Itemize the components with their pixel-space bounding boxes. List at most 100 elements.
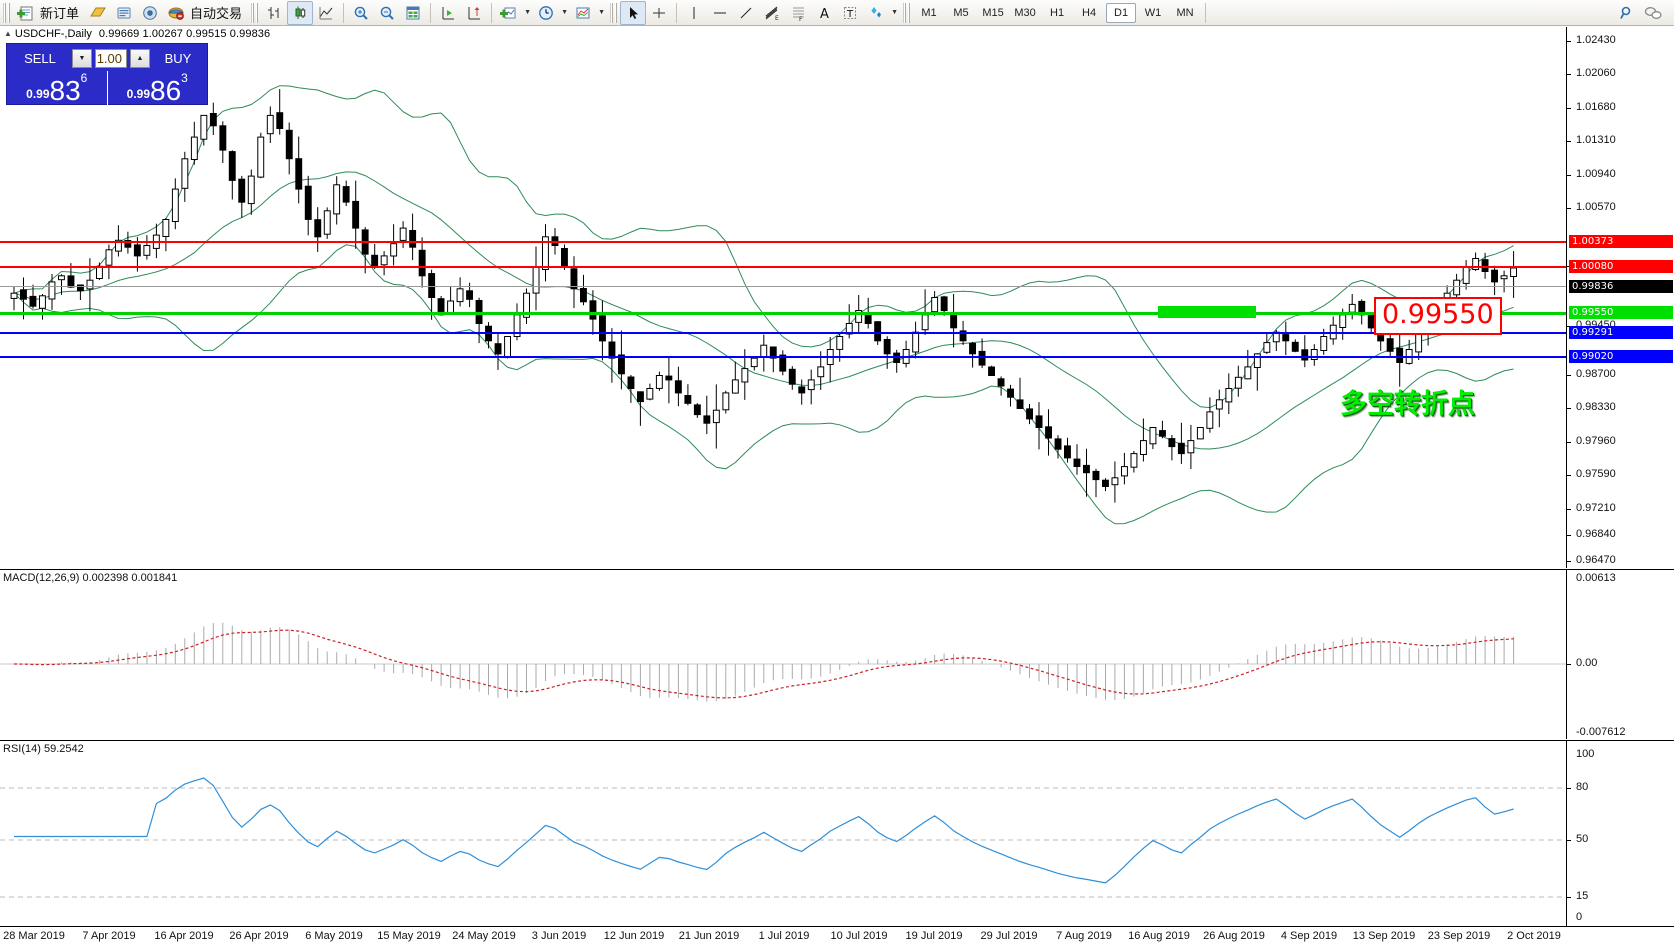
price-pane[interactable]: 0.99550 多空转折点 1.02430 1.02060 1.01680 1.…: [0, 27, 1674, 568]
rsi-pane[interactable]: RSI(14) 59.2542 100 80 50 15 0: [0, 740, 1674, 926]
date-tick: 21 Jun 2019: [678, 930, 740, 942]
toolbar-group-standard: 新订单: [0, 0, 248, 26]
autotrading-icon[interactable]: [163, 1, 189, 25]
macd-pane[interactable]: MACD(12,26,9) 0.002398 0.001841 0.00613 …: [0, 569, 1674, 739]
current-price-line: [0, 286, 1674, 287]
sell-price[interactable]: 0.99 83 6: [7, 71, 108, 105]
autotrading-label[interactable]: 自动交易: [190, 7, 243, 22]
date-tick: 7 Apr 2019: [82, 930, 136, 942]
price-axis[interactable]: 1.02430 1.02060 1.01680 1.01310 1.00940 …: [1566, 27, 1674, 568]
one-click-trading-panel[interactable]: SELL ▼ 1.00 ▲ BUY 0.99 83 6 0.99 86 3: [6, 43, 208, 105]
price-tag-0-99020[interactable]: 0.99020: [1569, 350, 1673, 363]
volume-dropdown-icon[interactable]: ▼: [72, 49, 92, 68]
buy-price-small: 0.99: [126, 87, 150, 101]
toolbar-grip-charts[interactable]: [251, 2, 259, 23]
fibonacci-icon[interactable]: F: [785, 1, 811, 25]
resistance-line-1-00080[interactable]: [0, 266, 1674, 268]
timeframe-h4[interactable]: H4: [1082, 6, 1097, 19]
timeframe-mn[interactable]: MN: [1176, 6, 1194, 19]
timeframe-m1[interactable]: M1: [921, 6, 937, 19]
trendline-icon[interactable]: [733, 1, 759, 25]
price-callout-label[interactable]: 0.99550: [1374, 297, 1502, 335]
buy-price-big: 86: [150, 75, 182, 106]
toolbar-group-charts: ▼ ▼ ▼: [248, 0, 607, 26]
zoom-out-icon[interactable]: [374, 1, 400, 25]
new-order-label[interactable]: 新订单: [40, 7, 80, 22]
toolbar-grip[interactable]: [3, 2, 10, 23]
svg-text:F: F: [799, 16, 803, 22]
profiles-icon[interactable]: [85, 1, 111, 25]
sell-button[interactable]: SELL: [11, 49, 69, 68]
toolbar-grip-drawing[interactable]: [610, 2, 618, 23]
date-tick: 29 Jul 2019: [980, 930, 1038, 942]
chinese-annotation-note[interactable]: 多空转折点: [1340, 389, 1475, 420]
horizontal-line-icon[interactable]: [707, 1, 733, 25]
vertical-line-icon[interactable]: [681, 1, 707, 25]
price-tag-1-00373[interactable]: 1.00373: [1569, 235, 1673, 248]
pivot-zone-highlight[interactable]: [1158, 306, 1256, 318]
price-tag-last: 0.99836: [1569, 280, 1673, 293]
chart-area: 0.99550 多空转折点 1.02430 1.02060 1.01680 1.…: [0, 27, 1674, 946]
zoom-in-icon[interactable]: [348, 1, 374, 25]
sell-price-sup: 6: [80, 71, 88, 85]
date-tick: 4 Sep 2019: [1280, 930, 1338, 942]
line-chart-icon[interactable]: [313, 1, 339, 25]
resistance-line-1-00373[interactable]: [0, 241, 1674, 243]
period-dropdown-arrow-icon[interactable]: ▼: [561, 9, 568, 16]
date-tick: 7 Aug 2019: [1056, 930, 1112, 942]
search-icon[interactable]: [1614, 1, 1640, 25]
rsi-plot[interactable]: [0, 741, 1566, 926]
templates-dropdown-arrow-icon[interactable]: ▼: [598, 9, 605, 16]
macd-axis[interactable]: 0.00613 0.00 -0.007612: [1566, 570, 1674, 739]
equidistant-channel-icon[interactable]: E: [759, 1, 785, 25]
timeframe-m30[interactable]: M30: [1014, 6, 1036, 19]
support-line-0-99291[interactable]: [0, 332, 1674, 334]
date-tick: 2 Oct 2019: [1507, 930, 1561, 942]
price-plot[interactable]: [0, 27, 1566, 568]
macd-label: MACD(12,26,9) 0.002398 0.001841: [3, 572, 178, 584]
timeframe-m5[interactable]: M5: [953, 6, 969, 19]
text-icon[interactable]: A: [811, 1, 837, 25]
timeframe-h1[interactable]: H1: [1050, 6, 1065, 19]
navigator-icon[interactable]: [137, 1, 163, 25]
price-tag-0-99550[interactable]: 0.99550: [1569, 306, 1673, 319]
candlestick-chart-icon[interactable]: [287, 0, 314, 25]
timeframe-d1[interactable]: D1: [1106, 2, 1137, 23]
toolbar-separator-4: [676, 2, 678, 23]
chart-shift-icon[interactable]: [435, 1, 461, 25]
macd-plot[interactable]: [0, 570, 1566, 739]
price-candles: [10, 85, 1517, 525]
date-tick: 23 Sep 2019: [1427, 930, 1491, 942]
toolbar-grip-timeframes[interactable]: [903, 2, 911, 23]
chat-icon[interactable]: [1640, 1, 1666, 25]
date-tick: 13 Sep 2019: [1352, 930, 1416, 942]
rsi-axis[interactable]: 100 80 50 15 0: [1566, 741, 1674, 926]
macd-chart: [0, 622, 1566, 702]
price-tag-0-99291[interactable]: 0.99291: [1569, 326, 1673, 339]
timeframe-m15[interactable]: M15: [982, 6, 1004, 19]
data-window-icon[interactable]: [400, 1, 426, 25]
period-icon[interactable]: [533, 1, 559, 25]
objects-icon[interactable]: [863, 1, 889, 25]
auto-scroll-icon[interactable]: [461, 1, 487, 25]
pivot-line-0-99550[interactable]: [0, 312, 1674, 315]
buy-button[interactable]: BUY: [153, 49, 203, 68]
bar-chart-icon[interactable]: [261, 1, 287, 25]
crosshair-icon[interactable]: [646, 1, 672, 25]
svg-text:E: E: [775, 15, 779, 22]
new-order-icon[interactable]: [13, 1, 39, 25]
market-watch-icon[interactable]: [111, 1, 137, 25]
volume-stepper-up-icon[interactable]: ▲: [130, 49, 150, 68]
buy-price[interactable]: 0.99 86 3: [108, 71, 208, 105]
text-label-icon[interactable]: T: [837, 1, 863, 25]
indicators-dropdown-arrow-icon[interactable]: ▼: [524, 9, 531, 16]
date-axis[interactable]: 28 Mar 2019 7 Apr 2019 16 Apr 2019 26 Apr 2…: [0, 926, 1674, 946]
volume-input[interactable]: 1.00: [95, 49, 127, 68]
indicators-icon[interactable]: [496, 1, 522, 25]
price-tag-1-00080[interactable]: 1.00080: [1569, 260, 1673, 273]
cursor-icon[interactable]: [620, 0, 647, 25]
templates-icon[interactable]: [570, 1, 596, 25]
support-line-0-99020[interactable]: [0, 356, 1674, 358]
objects-dropdown-arrow-icon[interactable]: ▼: [891, 9, 898, 16]
timeframe-w1[interactable]: W1: [1144, 6, 1162, 19]
